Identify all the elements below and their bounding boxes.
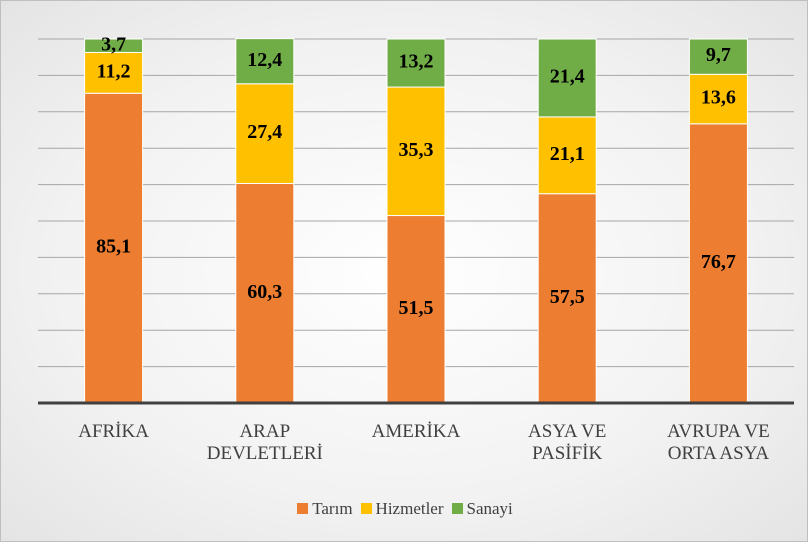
legend-swatch (451, 503, 463, 514)
x-tick-label: ARAP DEVLETLERİ (206, 421, 323, 464)
x-tick-label: AFRİKA (78, 421, 149, 442)
bar-segment (84, 51, 144, 94)
data-label: 57,5 (550, 286, 585, 308)
bar-segment (537, 116, 597, 195)
data-label: 60,3 (247, 281, 282, 303)
legend: Tarım Hizmetler Sanayi (1, 499, 807, 519)
bar-segment (688, 123, 748, 404)
bar-segment (386, 38, 446, 88)
x-tick-label: ASYA VE PASİFİK (528, 421, 607, 464)
data-label: 11,2 (97, 60, 131, 82)
data-label: 51,5 (399, 297, 434, 319)
data-label: 35,3 (399, 139, 434, 161)
data-label: 13,6 (701, 87, 736, 109)
data-label: 27,4 (247, 121, 282, 143)
bar-segment (235, 183, 295, 404)
data-label: 12,4 (247, 49, 282, 71)
data-label: 76,7 (701, 251, 736, 273)
x-tick-label: AVRUPA VE ORTA ASYA (667, 421, 770, 464)
bar-segment (386, 86, 446, 217)
data-label: 9,7 (706, 44, 731, 66)
bar-segment (688, 38, 748, 75)
data-label: 85,1 (96, 236, 131, 258)
x-tick-label: AMERİKA (371, 421, 461, 442)
legend-item: Hizmetler (360, 499, 444, 519)
bar-segment (84, 38, 144, 53)
data-label: 13,2 (399, 51, 434, 73)
legend-item: Tarım (297, 499, 353, 519)
legend-swatch (360, 503, 372, 514)
legend-label: Sanayi (466, 499, 513, 518)
legend-label: Tarım (312, 499, 353, 518)
bar-segment (537, 193, 597, 404)
bar-segment (235, 83, 295, 185)
bar-segment (537, 38, 597, 118)
data-label: 21,1 (550, 143, 585, 165)
bar-segment (235, 38, 295, 85)
legend-swatch (297, 503, 309, 514)
legend-item: Sanayi (451, 499, 513, 519)
bar-segment (688, 73, 748, 125)
bar-segment (386, 215, 446, 404)
legend-label: Hizmetler (375, 499, 444, 518)
data-label: 3,7 (101, 33, 126, 55)
bar-segment (84, 92, 144, 404)
data-label: 21,4 (550, 66, 585, 88)
